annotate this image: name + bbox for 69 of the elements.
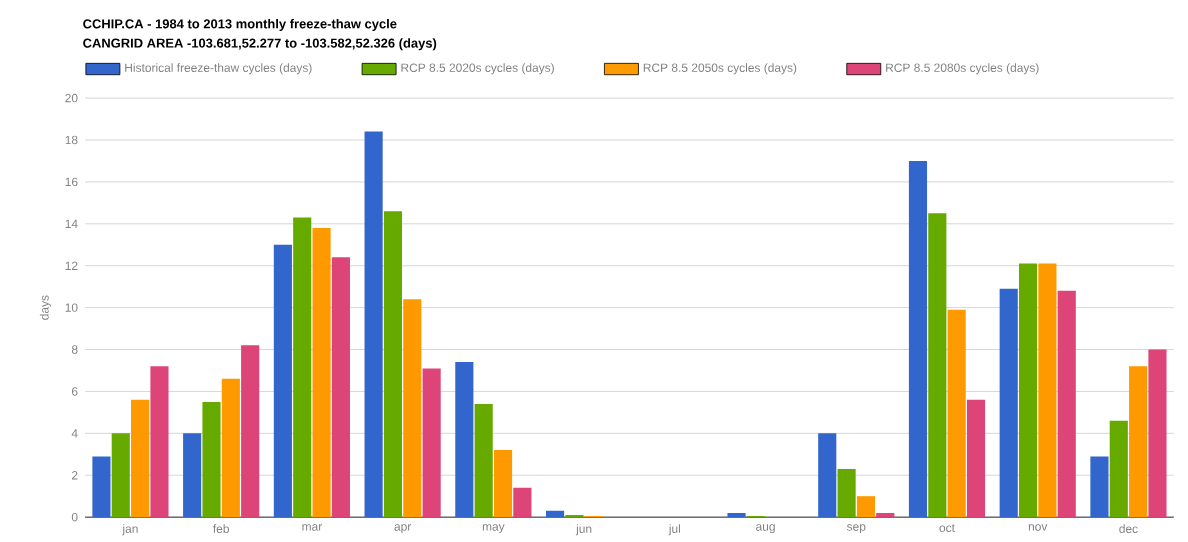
legend-label: RCP 8.5 2020s cycles (days) [401, 63, 554, 75]
bar [908, 160, 928, 518]
x-tick-label: mar [302, 524, 322, 531]
y-tick-label: 18 [65, 135, 78, 145]
y-tick-label: 0 [71, 512, 78, 522]
y-tick-label: 16 [65, 177, 78, 187]
bar [221, 378, 240, 518]
bar [1038, 263, 1057, 518]
bar [565, 515, 584, 518]
bar [131, 399, 150, 518]
bar [183, 433, 202, 518]
bar [150, 366, 169, 518]
bar [273, 244, 292, 518]
x-tick-label: dec [1119, 524, 1138, 533]
bar [383, 211, 403, 518]
bar [92, 456, 111, 518]
y-tick-label: 12 [65, 261, 78, 270]
bar [513, 487, 532, 518]
bar [546, 510, 565, 518]
y-tick-label: 8 [71, 345, 78, 354]
bar [331, 257, 350, 518]
y-tick-label: 14 [65, 219, 78, 228]
x-tick-label: apr [394, 524, 412, 534]
x-tick-label: oct [939, 524, 955, 532]
y-tick-label: 10 [65, 303, 78, 312]
bar [928, 213, 947, 518]
chart-title: CCHIP.CA - 1984 to 2013 monthly freeze-thaw cycle [83, 18, 397, 31]
bar [1148, 349, 1167, 518]
x-tick-label: may [482, 524, 505, 534]
bar [111, 433, 130, 518]
bar [403, 299, 422, 518]
chart-subtitle: CANGRID AREA -103.681,52.277 to -103.582,52.326 (days) [83, 38, 437, 51]
x-tick-label: feb [213, 524, 229, 533]
y-tick-label: 4 [71, 429, 78, 438]
y-axis-title: days [39, 295, 52, 320]
bar [818, 433, 837, 518]
y-tick-label: 6 [71, 387, 78, 396]
bar [999, 288, 1018, 518]
bar [241, 345, 260, 518]
bar [1018, 263, 1038, 518]
bar [1109, 420, 1128, 518]
bar [422, 368, 441, 518]
x-tick-label: jul [668, 524, 680, 536]
bar [364, 131, 383, 518]
x-tick-label: jan [122, 524, 138, 536]
bar [1057, 290, 1076, 518]
y-tick-label: 2 [71, 471, 78, 480]
bar [474, 403, 493, 518]
bar [966, 399, 986, 518]
legend-label: Historical freeze-thaw cycles (days) [125, 63, 312, 75]
x-tick-label: jun [575, 524, 592, 536]
bar [312, 227, 331, 518]
bar [493, 450, 513, 518]
bar [947, 309, 966, 518]
legend-label: RCP 8.5 2050s cycles (days) [643, 63, 797, 75]
x-tick-label: aug [756, 524, 775, 534]
bar [202, 401, 221, 518]
bar [856, 496, 876, 518]
x-tick-label: nov [1028, 524, 1048, 531]
bar [876, 512, 895, 518]
legend-label: RCP 8.5 2080s cycles (days) [886, 63, 1039, 75]
bar [837, 468, 856, 518]
bar [1129, 366, 1148, 518]
y-tick-label: 20 [65, 93, 78, 103]
bar [727, 512, 746, 518]
x-tick-label: sep [846, 524, 866, 534]
bar [455, 362, 474, 518]
bar [293, 217, 312, 518]
bar [1090, 456, 1109, 518]
